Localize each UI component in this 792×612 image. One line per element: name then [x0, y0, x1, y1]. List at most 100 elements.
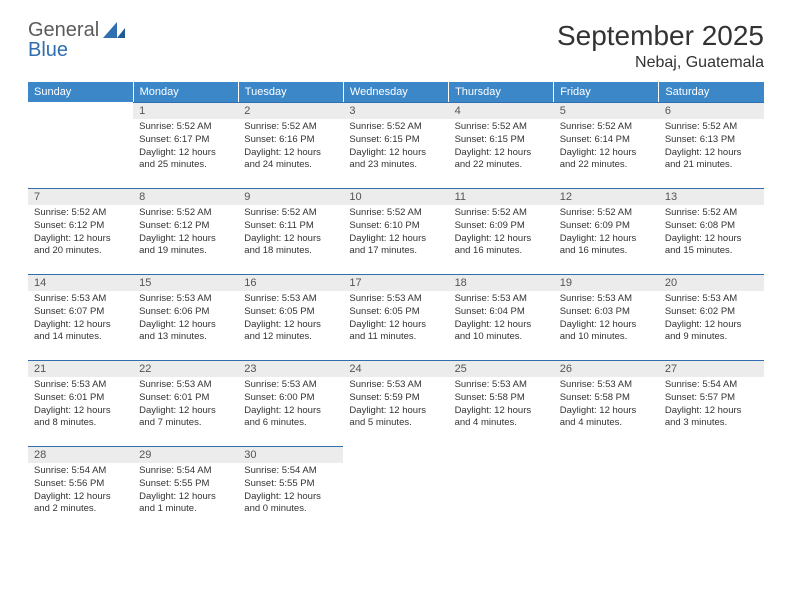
day-number: 10 [343, 188, 448, 205]
calendar-week-row: 21Sunrise: 5:53 AMSunset: 6:01 PMDayligh… [28, 360, 764, 446]
day-info: Sunrise: 5:53 AMSunset: 5:58 PMDaylight:… [449, 377, 554, 434]
day-info: Sunrise: 5:52 AMSunset: 6:15 PMDaylight:… [449, 119, 554, 176]
calendar-day-cell [449, 446, 554, 532]
sunset-line: Sunset: 5:59 PM [349, 392, 442, 405]
daylight-line: Daylight: 12 hours and 24 minutes. [244, 147, 337, 173]
day-info: Sunrise: 5:54 AMSunset: 5:55 PMDaylight:… [238, 463, 343, 520]
day-info: Sunrise: 5:53 AMSunset: 6:02 PMDaylight:… [659, 291, 764, 348]
sunrise-line: Sunrise: 5:52 AM [349, 121, 442, 134]
day-number: 11 [449, 188, 554, 205]
sunrise-line: Sunrise: 5:53 AM [665, 293, 758, 306]
day-number: 26 [554, 360, 659, 377]
day-info: Sunrise: 5:52 AMSunset: 6:09 PMDaylight:… [449, 205, 554, 262]
sunrise-line: Sunrise: 5:54 AM [139, 465, 232, 478]
day-info: Sunrise: 5:53 AMSunset: 6:00 PMDaylight:… [238, 377, 343, 434]
day-number: 27 [659, 360, 764, 377]
daylight-line: Daylight: 12 hours and 17 minutes. [349, 233, 442, 259]
day-info: Sunrise: 5:54 AMSunset: 5:56 PMDaylight:… [28, 463, 133, 520]
sunset-line: Sunset: 6:10 PM [349, 220, 442, 233]
weekday-header: Monday [133, 82, 238, 102]
daylight-line: Daylight: 12 hours and 12 minutes. [244, 319, 337, 345]
calendar-day-cell [343, 446, 448, 532]
daylight-line: Daylight: 12 hours and 0 minutes. [244, 491, 337, 517]
day-number: 13 [659, 188, 764, 205]
header: General Blue September 2025 Nebaj, Guate… [28, 20, 764, 72]
daylight-line: Daylight: 12 hours and 4 minutes. [455, 405, 548, 431]
weekday-header: Tuesday [238, 82, 343, 102]
day-number-empty [28, 102, 133, 120]
daylight-line: Daylight: 12 hours and 19 minutes. [139, 233, 232, 259]
sunrise-line: Sunrise: 5:52 AM [244, 207, 337, 220]
calendar-day-cell: 26Sunrise: 5:53 AMSunset: 5:58 PMDayligh… [554, 360, 659, 446]
day-number: 16 [238, 274, 343, 291]
day-number: 14 [28, 274, 133, 291]
day-number: 2 [238, 102, 343, 119]
day-number-empty [343, 446, 448, 464]
day-number: 25 [449, 360, 554, 377]
logo-text-blue: Blue [28, 40, 125, 60]
weekday-header-row: SundayMondayTuesdayWednesdayThursdayFrid… [28, 82, 764, 102]
daylight-line: Daylight: 12 hours and 18 minutes. [244, 233, 337, 259]
calendar-day-cell: 30Sunrise: 5:54 AMSunset: 5:55 PMDayligh… [238, 446, 343, 532]
daylight-line: Daylight: 12 hours and 9 minutes. [665, 319, 758, 345]
sunset-line: Sunset: 6:05 PM [244, 306, 337, 319]
calendar-day-cell: 19Sunrise: 5:53 AMSunset: 6:03 PMDayligh… [554, 274, 659, 360]
daylight-line: Daylight: 12 hours and 15 minutes. [665, 233, 758, 259]
day-number: 3 [343, 102, 448, 119]
sunset-line: Sunset: 6:05 PM [349, 306, 442, 319]
day-info: Sunrise: 5:53 AMSunset: 5:58 PMDaylight:… [554, 377, 659, 434]
sunset-line: Sunset: 6:01 PM [139, 392, 232, 405]
daylight-line: Daylight: 12 hours and 21 minutes. [665, 147, 758, 173]
sunrise-line: Sunrise: 5:52 AM [244, 121, 337, 134]
sunset-line: Sunset: 6:02 PM [665, 306, 758, 319]
calendar-day-cell: 3Sunrise: 5:52 AMSunset: 6:15 PMDaylight… [343, 102, 448, 188]
calendar-day-cell [554, 446, 659, 532]
calendar-week-row: 14Sunrise: 5:53 AMSunset: 6:07 PMDayligh… [28, 274, 764, 360]
daylight-line: Daylight: 12 hours and 25 minutes. [139, 147, 232, 173]
calendar-day-cell: 6Sunrise: 5:52 AMSunset: 6:13 PMDaylight… [659, 102, 764, 188]
calendar-day-cell: 28Sunrise: 5:54 AMSunset: 5:56 PMDayligh… [28, 446, 133, 532]
day-number: 4 [449, 102, 554, 119]
sunset-line: Sunset: 6:08 PM [665, 220, 758, 233]
sunset-line: Sunset: 6:09 PM [455, 220, 548, 233]
day-info: Sunrise: 5:52 AMSunset: 6:15 PMDaylight:… [343, 119, 448, 176]
daylight-line: Daylight: 12 hours and 22 minutes. [560, 147, 653, 173]
day-info: Sunrise: 5:52 AMSunset: 6:08 PMDaylight:… [659, 205, 764, 262]
calendar-day-cell: 5Sunrise: 5:52 AMSunset: 6:14 PMDaylight… [554, 102, 659, 188]
day-info: Sunrise: 5:53 AMSunset: 6:03 PMDaylight:… [554, 291, 659, 348]
daylight-line: Daylight: 12 hours and 2 minutes. [34, 491, 127, 517]
day-number-empty [659, 446, 764, 464]
sunrise-line: Sunrise: 5:53 AM [560, 293, 653, 306]
sunset-line: Sunset: 5:56 PM [34, 478, 127, 491]
day-number: 30 [238, 446, 343, 463]
day-info: Sunrise: 5:54 AMSunset: 5:55 PMDaylight:… [133, 463, 238, 520]
daylight-line: Daylight: 12 hours and 20 minutes. [34, 233, 127, 259]
weekday-header: Sunday [28, 82, 133, 102]
day-number: 18 [449, 274, 554, 291]
sunset-line: Sunset: 6:03 PM [560, 306, 653, 319]
day-info: Sunrise: 5:53 AMSunset: 6:04 PMDaylight:… [449, 291, 554, 348]
calendar-day-cell: 10Sunrise: 5:52 AMSunset: 6:10 PMDayligh… [343, 188, 448, 274]
day-info: Sunrise: 5:53 AMSunset: 6:01 PMDaylight:… [133, 377, 238, 434]
sunrise-line: Sunrise: 5:54 AM [244, 465, 337, 478]
sunrise-line: Sunrise: 5:53 AM [244, 293, 337, 306]
sunrise-line: Sunrise: 5:52 AM [139, 121, 232, 134]
sunrise-line: Sunrise: 5:52 AM [34, 207, 127, 220]
day-number: 22 [133, 360, 238, 377]
calendar-day-cell [659, 446, 764, 532]
day-info: Sunrise: 5:52 AMSunset: 6:12 PMDaylight:… [133, 205, 238, 262]
sunset-line: Sunset: 5:58 PM [455, 392, 548, 405]
weekday-header: Thursday [449, 82, 554, 102]
daylight-line: Daylight: 12 hours and 22 minutes. [455, 147, 548, 173]
sunrise-line: Sunrise: 5:52 AM [455, 207, 548, 220]
daylight-line: Daylight: 12 hours and 10 minutes. [455, 319, 548, 345]
sunset-line: Sunset: 6:16 PM [244, 134, 337, 147]
sunset-line: Sunset: 6:13 PM [665, 134, 758, 147]
sunset-line: Sunset: 6:00 PM [244, 392, 337, 405]
day-number: 19 [554, 274, 659, 291]
weekday-header: Friday [554, 82, 659, 102]
day-info: Sunrise: 5:52 AMSunset: 6:13 PMDaylight:… [659, 119, 764, 176]
sunrise-line: Sunrise: 5:53 AM [139, 293, 232, 306]
day-number: 20 [659, 274, 764, 291]
day-info: Sunrise: 5:54 AMSunset: 5:57 PMDaylight:… [659, 377, 764, 434]
